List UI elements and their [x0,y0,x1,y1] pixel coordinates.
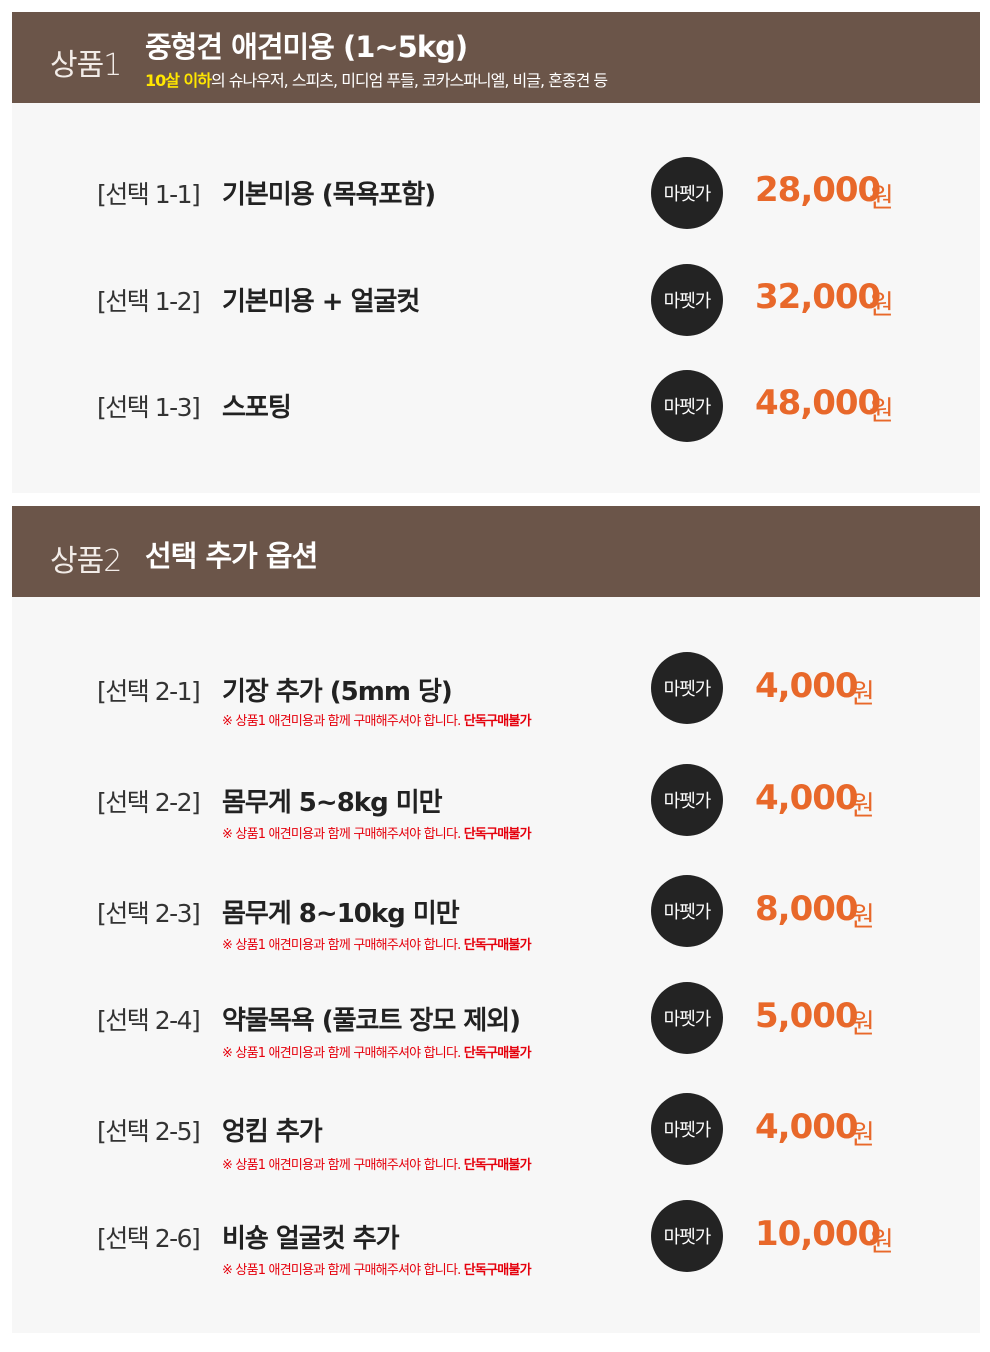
section2-panel [12,506,980,1333]
option-row[interactable]: [선택 2-4] 약물목욕 (풀코트 장모 제외) ※ 상품1 애견미용과 함께… [0,978,990,1061]
option-code: [선택 2-5] [97,1117,201,1146]
option-note: ※ 상품1 애견미용과 함께 구매해주셔야 합니다. 단독구매불가 [222,1046,532,1061]
market-price-badge: 마펫가 [651,370,723,442]
option-price: 48,000 [755,383,881,423]
option-code: [선택 2-6] [97,1224,201,1253]
market-price-badge: 마펫가 [651,652,723,724]
option-price: 4,000 [755,778,859,818]
option-row[interactable]: [선택 1-1] 기본미용 (목욕포함) 마펫가 28,000 원 [0,153,990,233]
option-price: 5,000 [755,996,859,1036]
option-name: 기본미용 + 얼굴컷 [222,287,420,317]
option-row[interactable]: [선택 2-6] 비숑 얼굴컷 추가 ※ 상품1 애견미용과 함께 구매해주셔야… [0,1196,990,1278]
option-price: 10,000 [755,1214,881,1254]
currency-unit: 원 [869,1227,894,1258]
option-code: [선택 1-1] [97,180,201,209]
market-price-badge: 마펫가 [651,1093,723,1165]
currency-unit: 원 [850,1009,875,1040]
section2-header: 상품2 선택 추가 옵션 [12,506,980,597]
market-price-badge: 마펫가 [651,264,723,336]
market-price-badge: 마펫가 [651,982,723,1054]
option-row[interactable]: [선택 2-5] 엉킴 추가 ※ 상품1 애견미용과 함께 구매해주셔야 합니다… [0,1089,990,1173]
option-price: 28,000 [755,170,881,210]
option-code: [선택 2-2] [97,788,201,817]
option-name: 비숑 얼굴컷 추가 [222,1224,400,1254]
option-name: 몸무게 5~8kg 미만 [222,788,443,818]
currency-unit: 원 [850,791,875,822]
section1-subtitle: 10살 이하의 슈나우저, 스피츠, 미디엄 푸들, 코카스파니엘, 비글, 혼… [145,67,608,91]
option-code: [선택 2-4] [97,1006,201,1035]
option-name: 몸무게 8~10kg 미만 [222,899,460,929]
option-note: ※ 상품1 애견미용과 함께 구매해주셔야 합니다. 단독구매불가 [222,1263,532,1278]
section1-label: 상품1 [50,48,122,83]
option-name: 기장 추가 (5mm 당) [222,677,453,707]
section1-header: 상품1 중형견 애견미용 (1~5kg) 10살 이하의 슈나우저, 스피츠, … [12,12,980,103]
option-price: 8,000 [755,889,859,929]
subtitle-highlight: 10살 이하 [145,71,212,90]
market-price-badge: 마펫가 [651,875,723,947]
option-note: ※ 상품1 애견미용과 함께 구매해주셔야 합니다. 단독구매불가 [222,1158,532,1173]
section2-label: 상품2 [50,544,122,579]
option-code: [선택 1-3] [97,393,201,422]
option-note: ※ 상품1 애견미용과 함께 구매해주셔야 합니다. 단독구매불가 [222,938,532,953]
option-row[interactable]: [선택 2-1] 기장 추가 (5mm 당) ※ 상품1 애견미용과 함께 구매… [0,648,990,729]
currency-unit: 원 [869,290,894,321]
option-name: 기본미용 (목욕포함) [222,180,436,210]
section1-title: 중형견 애견미용 (1~5kg) [145,30,468,64]
market-price-badge: 마펫가 [651,1200,723,1272]
option-row[interactable]: [선택 2-2] 몸무게 5~8kg 미만 ※ 상품1 애견미용과 함께 구매해… [0,760,990,842]
option-row[interactable]: [선택 2-3] 몸무게 8~10kg 미만 ※ 상품1 애견미용과 함께 구매… [0,871,990,953]
option-name: 엉킴 추가 [222,1117,323,1147]
option-price: 4,000 [755,666,859,706]
subtitle-rest: 의 슈나우저, 스피츠, 미디엄 푸들, 코카스파니엘, 비글, 혼종견 등 [211,71,608,90]
option-note: ※ 상품1 애견미용과 함께 구매해주셔야 합니다. 단독구매불가 [222,714,532,729]
option-row[interactable]: [선택 1-2] 기본미용 + 얼굴컷 마펫가 32,000 원 [0,260,990,340]
currency-unit: 원 [850,902,875,933]
option-note: ※ 상품1 애견미용과 함께 구매해주셔야 합니다. 단독구매불가 [222,827,532,842]
market-price-badge: 마펫가 [651,157,723,229]
currency-unit: 원 [869,396,894,427]
option-name: 약물목욕 (풀코트 장모 제외) [222,1006,521,1036]
option-price: 32,000 [755,277,881,317]
currency-unit: 원 [869,183,894,214]
market-price-badge: 마펫가 [651,764,723,836]
currency-unit: 원 [850,679,875,710]
option-code: [선택 2-3] [97,899,201,928]
option-code: [선택 1-2] [97,287,201,316]
section2-title: 선택 추가 옵션 [145,539,318,573]
option-code: [선택 2-1] [97,677,201,706]
option-name: 스포팅 [222,393,292,423]
option-row[interactable]: [선택 1-3] 스포팅 마펫가 48,000 원 [0,366,990,446]
currency-unit: 원 [850,1120,875,1151]
option-price: 4,000 [755,1107,859,1147]
